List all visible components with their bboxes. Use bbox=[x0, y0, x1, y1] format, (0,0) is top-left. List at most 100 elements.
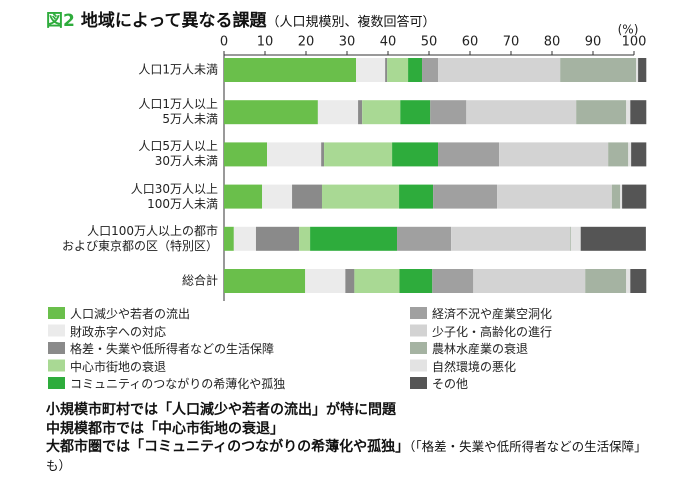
x-tick-label: 40 bbox=[380, 35, 397, 50]
x-tick-label: 20 bbox=[298, 35, 315, 50]
legend-swatch bbox=[48, 307, 65, 319]
bar-segment bbox=[400, 100, 431, 125]
bar-segment bbox=[392, 142, 439, 167]
bar-segment bbox=[620, 184, 623, 209]
bar-segment bbox=[262, 184, 293, 209]
x-tick-label: 90 bbox=[585, 35, 602, 50]
legend-label: 格差・失業や低所得者などの生活保障 bbox=[70, 342, 275, 356]
legend-label: 自然環境の悪化 bbox=[432, 359, 517, 374]
x-tick-label: 30 bbox=[339, 35, 356, 50]
bar-segment bbox=[628, 142, 632, 167]
bar-segment bbox=[255, 226, 300, 251]
footer-line: 大都市圏では「コミュニティのつながりの希薄化や孤独」（「格差・失業や低所得者など… bbox=[46, 438, 646, 475]
title-block: 図2 地域によって異なる課題（人口規模別、複数回答可） bbox=[46, 6, 436, 31]
bar-segment bbox=[626, 100, 631, 125]
bar-segment bbox=[305, 269, 346, 293]
legend-label: 農林水産業の衰退 bbox=[432, 342, 529, 356]
footer-line: 中規模都市では「中心市街地の衰退」 bbox=[46, 420, 284, 437]
bar-segment bbox=[636, 58, 639, 82]
bar-segment bbox=[317, 100, 359, 125]
legend-label: コミュニティのつながりの希薄化や孤独 bbox=[70, 377, 286, 391]
unit-label: (%) bbox=[618, 23, 639, 37]
bar-segment bbox=[387, 58, 409, 82]
legend-swatch bbox=[48, 359, 65, 372]
legend-swatch bbox=[48, 342, 65, 354]
bar-segment bbox=[580, 226, 646, 251]
bar-segment bbox=[385, 58, 388, 82]
bar-segment bbox=[638, 58, 647, 82]
bar-segment bbox=[451, 226, 571, 251]
bar-segment bbox=[267, 142, 322, 167]
bar-segment bbox=[560, 58, 637, 82]
bar-segment bbox=[631, 142, 647, 167]
x-tick-label: 100 bbox=[622, 35, 647, 50]
legend-swatch bbox=[410, 324, 427, 337]
legend-label: 財政赤字への対応 bbox=[70, 324, 167, 339]
legend-swatch bbox=[48, 377, 65, 389]
footer-line: 小規模市町村では「人口減少や若者の流出」が特に問題 bbox=[46, 402, 396, 418]
bar-segment bbox=[399, 184, 434, 209]
bar-segment bbox=[570, 226, 581, 251]
bar-segment bbox=[611, 184, 621, 209]
x-tick-label: 80 bbox=[544, 35, 561, 50]
category-label: 人口1万人以上 5万人未満 bbox=[138, 97, 218, 127]
x-tick-label: 10 bbox=[257, 35, 274, 50]
bar-segment bbox=[324, 142, 393, 167]
bar-segment bbox=[358, 100, 363, 125]
legend-swatch bbox=[410, 307, 427, 319]
bar-segment bbox=[399, 269, 433, 293]
bar-segment bbox=[224, 226, 234, 251]
bar-segment bbox=[321, 142, 325, 167]
bar-segment bbox=[362, 100, 401, 125]
category-label: 総合計 bbox=[181, 273, 218, 288]
bar-segment bbox=[433, 184, 498, 209]
bar-segment bbox=[430, 100, 467, 125]
footer-text: 大都市圏では「コミュニティのつながりの希薄化や孤独」 bbox=[46, 439, 410, 455]
bar-segment bbox=[630, 100, 647, 125]
bar-segment bbox=[224, 142, 268, 167]
legend-label: 中心市街地の衰退 bbox=[70, 359, 167, 374]
bar-segment bbox=[408, 58, 423, 82]
bar-segment bbox=[345, 269, 355, 293]
bar-segment bbox=[499, 142, 609, 167]
bar-segment bbox=[310, 226, 398, 251]
bar-segment bbox=[397, 226, 452, 251]
bar-segment bbox=[585, 269, 627, 293]
category-label: 人口5万人以上 30万人未満 bbox=[138, 139, 218, 169]
chart-title: 地域によって異なる課題 bbox=[80, 11, 267, 31]
bar-segment bbox=[224, 184, 263, 209]
bar-segment bbox=[422, 58, 439, 82]
legend-swatch bbox=[410, 342, 427, 354]
bar-segment bbox=[432, 269, 474, 293]
x-tick-label: 0 bbox=[220, 35, 228, 50]
x-tick-label: 50 bbox=[421, 35, 438, 50]
bar-segment bbox=[233, 226, 256, 251]
bar-segment bbox=[356, 58, 386, 82]
bar-segment bbox=[497, 184, 612, 209]
legend-swatch bbox=[410, 377, 427, 389]
chart-subtitle: （人口規模別、複数回答可） bbox=[266, 15, 436, 30]
figure-label: 図2 bbox=[46, 11, 75, 31]
legend-label: 人口減少や若者の流出 bbox=[70, 307, 191, 321]
bar-segment bbox=[466, 100, 577, 125]
bar-segment bbox=[576, 100, 627, 125]
bar-segment bbox=[354, 269, 400, 293]
bar-segment bbox=[321, 184, 400, 209]
legend-label: 経済不況や産業空洞化 bbox=[432, 307, 553, 321]
bar-segment bbox=[292, 184, 322, 209]
category-label: 人口30万人以上 100万人未満 bbox=[130, 181, 218, 211]
legend-swatch bbox=[48, 324, 65, 337]
bar-segment bbox=[224, 269, 306, 293]
bar-segment bbox=[438, 142, 500, 167]
category-label: 人口100万人以上の都市 および東京都の区（特別区） bbox=[61, 223, 218, 253]
category-label: 人口1万人未満 bbox=[138, 62, 218, 77]
bar-segment bbox=[224, 100, 318, 125]
bar-segment bbox=[570, 226, 571, 251]
x-tick-label: 70 bbox=[503, 35, 520, 50]
footer: 小規模市町村では「人口減少や若者の流出」が特に問題 中規模都市では「中心市街地の… bbox=[46, 401, 646, 475]
bar-segment bbox=[626, 269, 631, 293]
legend-label: 少子化・高齢化の進行 bbox=[432, 324, 553, 339]
bar-segment bbox=[438, 58, 561, 82]
